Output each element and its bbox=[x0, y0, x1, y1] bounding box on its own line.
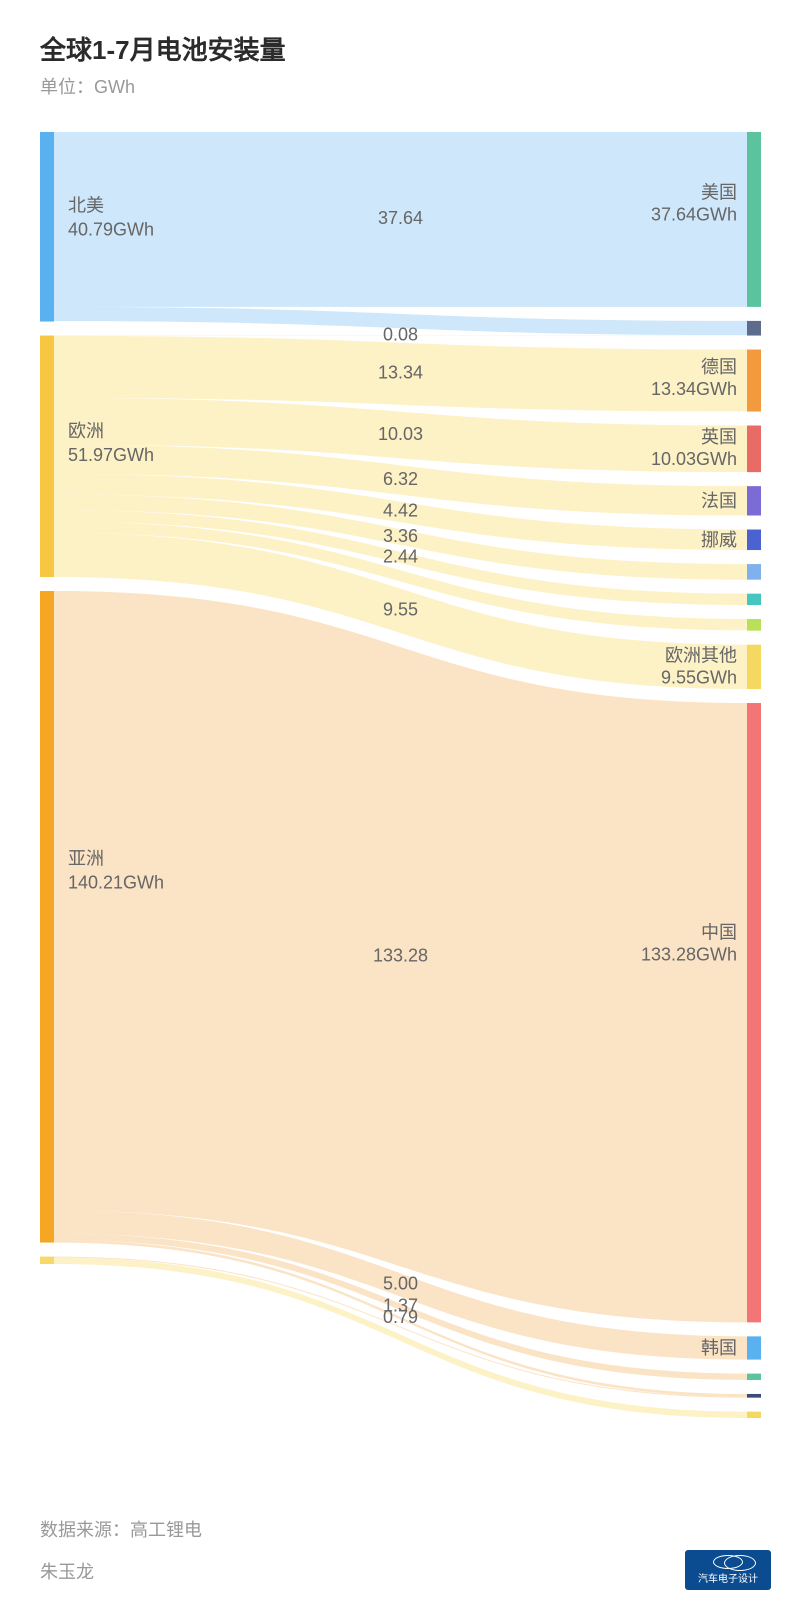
target-label: 欧洲其他 bbox=[665, 646, 737, 666]
target-node bbox=[747, 486, 761, 515]
flow-value-label: 133.28 bbox=[373, 945, 428, 965]
target-value: 10.03GWh bbox=[651, 449, 737, 469]
flow-value-label: 2.44 bbox=[383, 546, 418, 566]
source-label: 亚洲 bbox=[68, 849, 104, 869]
target-node bbox=[747, 321, 761, 336]
target-node bbox=[747, 564, 761, 580]
source-value: 40.79GWh bbox=[68, 220, 154, 240]
source-node bbox=[40, 591, 54, 1243]
target-label: 中国 bbox=[701, 922, 737, 942]
target-label: 德国 bbox=[701, 357, 737, 377]
target-node bbox=[747, 350, 761, 412]
flow-value-label: 37.64 bbox=[378, 208, 423, 228]
target-label: 法国 bbox=[701, 491, 737, 511]
target-node bbox=[747, 1336, 761, 1359]
source-value: 51.97GWh bbox=[68, 445, 154, 465]
target-node bbox=[747, 594, 761, 605]
target-label: 英国 bbox=[701, 427, 737, 447]
target-node bbox=[747, 530, 761, 551]
flow-value-label: 3.36 bbox=[383, 526, 418, 546]
flow-value-label: 0.08 bbox=[383, 324, 418, 344]
target-node bbox=[747, 1394, 761, 1398]
source-label: 欧洲 bbox=[68, 421, 104, 441]
flow-value-label: 5.00 bbox=[383, 1274, 418, 1294]
flow-value-label: 0.79 bbox=[383, 1307, 418, 1327]
target-label: 美国 bbox=[701, 182, 737, 202]
target-value: 37.64GWh bbox=[651, 204, 737, 224]
target-value: 13.34GWh bbox=[651, 379, 737, 399]
chart-title: 全球1-7月电池安装量 bbox=[40, 30, 761, 67]
brand-logo-text: 汽车电子设计 bbox=[698, 1570, 758, 1585]
target-node bbox=[747, 1374, 761, 1380]
target-node bbox=[747, 645, 761, 689]
data-source: 数据来源：高工锂电 bbox=[40, 1516, 761, 1542]
source-node bbox=[40, 132, 54, 322]
target-node bbox=[747, 619, 761, 631]
target-node bbox=[747, 1412, 761, 1418]
author: 朱玉龙 bbox=[40, 1558, 94, 1584]
flow-value-label: 10.03 bbox=[378, 424, 423, 444]
flow-value-label: 9.55 bbox=[383, 600, 418, 620]
source-node bbox=[40, 1257, 54, 1264]
target-node bbox=[747, 132, 761, 307]
source-value: 140.21GWh bbox=[68, 873, 164, 893]
source-node bbox=[40, 336, 54, 577]
target-node bbox=[747, 703, 761, 1322]
target-label: 挪威 bbox=[701, 530, 737, 550]
target-value: 9.55GWh bbox=[661, 668, 737, 688]
brand-logo: 汽车电子设计 bbox=[685, 1550, 771, 1590]
target-node bbox=[747, 426, 761, 473]
target-value: 133.28GWh bbox=[641, 944, 737, 964]
target-label: 韩国 bbox=[701, 1338, 737, 1358]
flow-value-label: 4.42 bbox=[383, 501, 418, 521]
source-label: 北美 bbox=[68, 196, 104, 216]
flow-value-label: 13.34 bbox=[378, 362, 423, 382]
chart-subtitle: 单位：GWh bbox=[40, 73, 761, 99]
flow-value-label: 6.32 bbox=[383, 469, 418, 489]
sankey-chart: 37.64 0.08 13.34 10.03 6.32 4.42 3.362.44 9.55 1… bbox=[40, 130, 761, 1420]
